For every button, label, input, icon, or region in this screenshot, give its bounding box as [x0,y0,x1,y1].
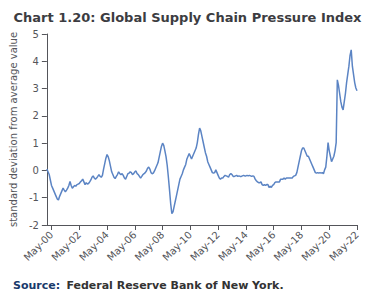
svg-text:3: 3 [32,83,38,94]
svg-text:May-04: May-04 [77,229,111,263]
svg-text:May-16: May-16 [244,229,278,263]
svg-text:1: 1 [32,138,38,149]
svg-text:Chart 1.20: Global Supply Chai: Chart 1.20: Global Supply Chain Pressure… [14,10,363,25]
svg-text:May-12: May-12 [188,229,222,263]
svg-text:May-06: May-06 [105,229,139,263]
svg-text:May-00: May-00 [22,229,56,263]
svg-text:May-02: May-02 [49,229,83,263]
svg-text:Federal Reserve Bank of New Yo: Federal Reserve Bank of New York. [66,279,283,292]
svg-text:2: 2 [32,110,38,121]
svg-text:May-10: May-10 [160,229,194,263]
svg-text:standard deviation from averag: standard deviation from average value [8,32,19,227]
svg-text:4: 4 [32,56,38,67]
svg-text:5: 5 [32,29,38,40]
svg-text:0: 0 [32,165,38,176]
svg-text:Source:: Source: [13,279,60,292]
svg-text:May-14: May-14 [216,229,250,263]
svg-text:May-20: May-20 [299,229,333,263]
svg-text:-2: -2 [29,220,39,231]
svg-text:-1: -1 [29,192,39,203]
svg-text:May-08: May-08 [133,229,167,263]
svg-text:May-22: May-22 [327,229,361,263]
svg-text:May-18: May-18 [272,229,306,263]
